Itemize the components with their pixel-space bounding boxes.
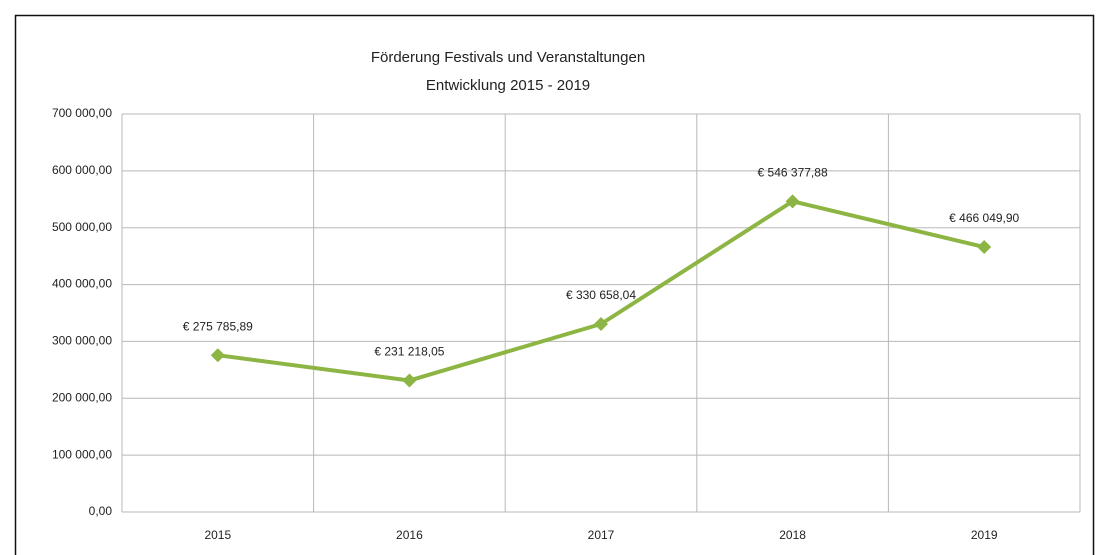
y-tick-label: 200 000,00 (52, 390, 112, 404)
chart-subtitle: Entwicklung 2015 - 2019 (426, 77, 590, 94)
y-tick-label: 0,00 (89, 504, 113, 518)
marker (210, 348, 225, 363)
y-tick-label: 500 000,00 (52, 220, 112, 234)
x-tick-label: 2018 (779, 528, 806, 542)
y-tick-label: 400 000,00 (52, 277, 112, 291)
x-tick-label: 2016 (396, 528, 423, 542)
y-tick-label: 100 000,00 (52, 447, 112, 461)
y-tick-label: 600 000,00 (52, 163, 112, 177)
data-label: € 275 785,89 (183, 319, 253, 333)
marker (402, 373, 417, 388)
data-label: € 466 049,90 (949, 211, 1019, 225)
marker (785, 194, 800, 209)
x-tick-label: 2017 (588, 528, 615, 542)
chart-frame (14, 14, 1095, 555)
chart-title: Förderung Festivals und Veranstaltungen (371, 49, 645, 66)
y-tick-label: 300 000,00 (52, 334, 112, 348)
data-label: € 330 658,04 (566, 288, 636, 302)
x-tick-label: 2015 (204, 528, 231, 542)
data-label: € 546 377,88 (758, 166, 828, 180)
y-tick-label: 700 000,00 (52, 106, 112, 120)
marker (977, 240, 992, 255)
marker (594, 316, 608, 331)
data-label: € 231 218,05 (374, 345, 444, 359)
x-tick-label: 2019 (971, 528, 998, 542)
